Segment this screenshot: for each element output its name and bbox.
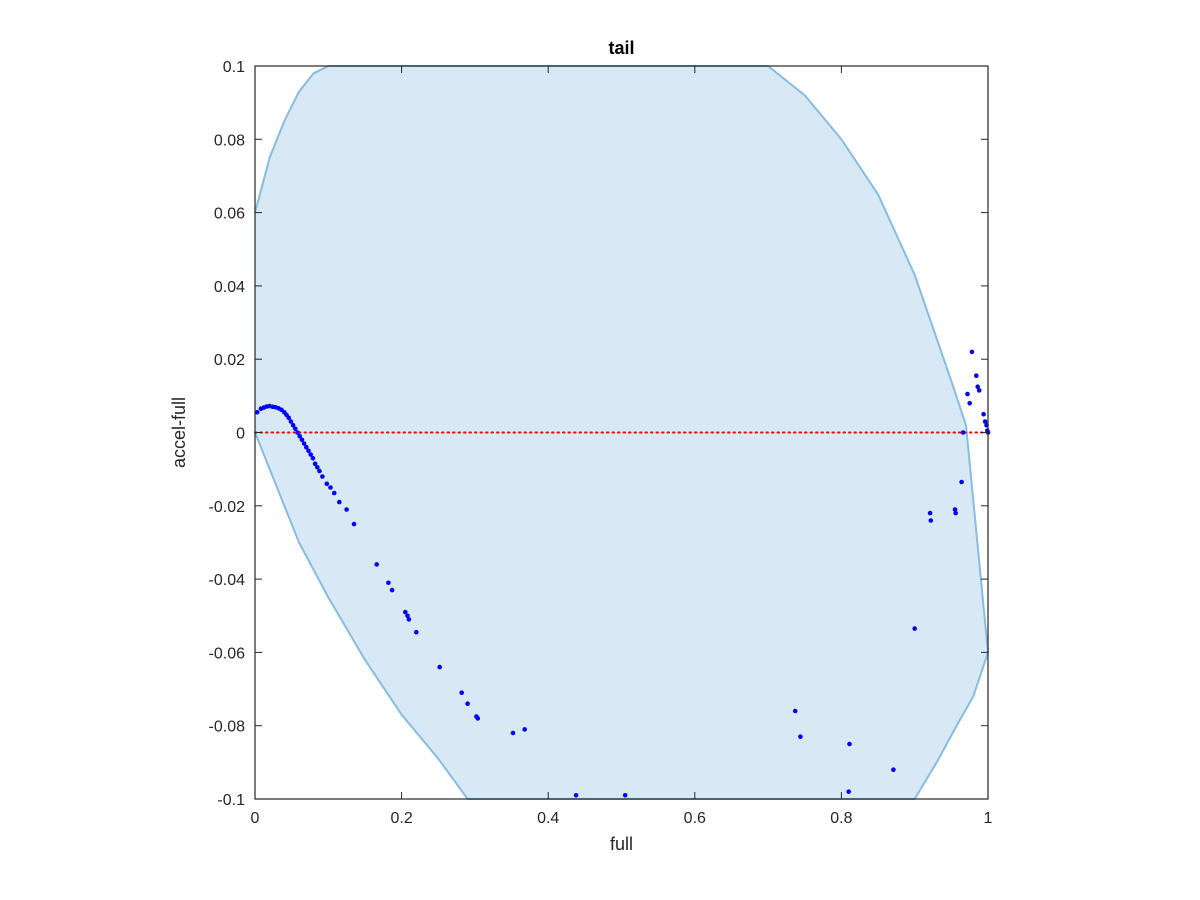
data-point <box>965 391 970 397</box>
data-point <box>465 701 470 706</box>
data-point <box>297 433 303 439</box>
data-point <box>982 419 988 424</box>
data-point <box>960 430 966 435</box>
data-point <box>288 419 294 424</box>
data-point <box>622 793 628 798</box>
data-point <box>974 373 979 379</box>
y-tick-label: 0.08 <box>214 132 245 149</box>
x-tick-label: 0.2 <box>390 810 412 827</box>
y-tick-label: 0.06 <box>214 206 245 223</box>
y-tick-label: -0.02 <box>209 499 246 516</box>
data-point <box>344 507 349 512</box>
data-point <box>351 521 357 527</box>
data-point <box>295 430 300 435</box>
data-point <box>927 510 933 516</box>
y-axis-label: accel-full <box>169 397 189 468</box>
data-point <box>573 793 579 798</box>
data-point <box>976 388 982 393</box>
region-upper-edge <box>254 65 989 653</box>
y-tick-label: -0.06 <box>209 645 246 662</box>
data-point <box>299 437 305 443</box>
data-point <box>846 789 851 794</box>
x-axis-label: full <box>610 834 633 854</box>
x-tick-label: 0.6 <box>684 810 706 827</box>
data-point <box>967 400 972 406</box>
x-tick-label: 0.4 <box>537 810 559 827</box>
data-point <box>389 587 395 593</box>
data-point <box>798 734 803 739</box>
data-point <box>437 664 443 670</box>
data-point <box>522 727 527 732</box>
data-point <box>312 461 318 467</box>
data-point <box>315 465 320 470</box>
data-point <box>953 510 958 516</box>
data-point <box>912 626 917 631</box>
data-point <box>959 479 964 485</box>
data-point <box>293 426 298 432</box>
y-tick-label: 0.04 <box>214 279 245 296</box>
data-point <box>317 468 322 474</box>
data-point <box>374 562 380 567</box>
x-tick-label: 1 <box>984 810 993 827</box>
data-point <box>254 410 260 415</box>
x-tick-label: 0.8 <box>830 810 852 827</box>
data-point <box>306 448 311 454</box>
region-lower-edge <box>254 432 989 800</box>
data-point <box>928 518 934 523</box>
data-point <box>386 580 391 586</box>
data-point <box>405 613 410 619</box>
data-point <box>952 507 958 512</box>
y-tick-label: -0.08 <box>209 719 246 736</box>
y-tick-label: 0 <box>236 426 245 443</box>
chart-title: tail <box>608 38 634 58</box>
data-point <box>301 441 307 446</box>
data-point <box>891 767 896 772</box>
data-point <box>403 609 408 615</box>
data-point <box>975 384 980 390</box>
data-point <box>304 444 309 450</box>
data-point <box>414 629 419 635</box>
data-point <box>331 490 337 496</box>
data-point <box>290 422 296 428</box>
data-point <box>969 349 975 355</box>
data-point <box>981 411 986 417</box>
data-point <box>406 617 412 622</box>
data-point <box>320 474 325 479</box>
y-tick-label: 0.02 <box>214 352 245 369</box>
y-tick-label: 0.1 <box>223 59 245 76</box>
data-point <box>792 708 798 714</box>
y-tick-label: -0.04 <box>209 572 246 589</box>
data-point <box>475 716 481 721</box>
data-point <box>459 690 465 695</box>
data-point <box>328 485 333 490</box>
data-point <box>308 452 314 457</box>
data-point <box>324 481 330 487</box>
data-point <box>310 455 316 461</box>
data-point <box>510 730 516 736</box>
x-tick-label: 0 <box>251 810 260 827</box>
y-tick-label: -0.1 <box>217 792 245 809</box>
data-point <box>286 415 292 421</box>
data-point <box>337 499 342 505</box>
data-point <box>847 741 852 747</box>
feasible-region <box>255 66 988 799</box>
